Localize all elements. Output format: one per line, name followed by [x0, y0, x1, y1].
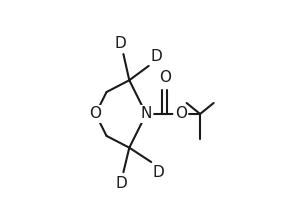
Text: D: D — [116, 175, 127, 191]
Text: O: O — [159, 70, 171, 85]
Text: O: O — [90, 106, 102, 122]
Text: N: N — [140, 106, 152, 122]
Text: D: D — [150, 49, 162, 64]
Text: D: D — [114, 36, 126, 51]
Text: O: O — [175, 106, 187, 122]
Text: D: D — [153, 165, 165, 180]
